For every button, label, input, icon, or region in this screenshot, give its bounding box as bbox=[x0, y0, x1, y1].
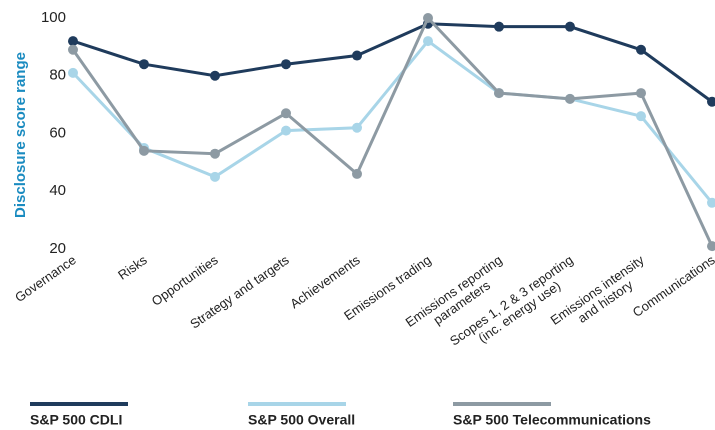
point bbox=[707, 241, 715, 252]
point bbox=[352, 168, 362, 179]
legend-label: S&P 500 Telecommunications bbox=[453, 412, 651, 428]
point bbox=[423, 13, 433, 23]
point bbox=[352, 50, 362, 61]
point bbox=[494, 21, 504, 32]
y-tick-label: 80 bbox=[49, 67, 66, 84]
y-tick-label: 20 bbox=[49, 240, 66, 257]
point bbox=[68, 44, 78, 55]
point bbox=[281, 125, 291, 136]
legend-label: S&P 500 Overall bbox=[248, 412, 355, 428]
x-tick-label: Risks bbox=[115, 252, 150, 283]
series-line bbox=[71, 15, 714, 247]
point bbox=[210, 171, 220, 182]
point bbox=[636, 111, 646, 122]
point bbox=[281, 108, 291, 119]
point bbox=[139, 59, 149, 70]
point bbox=[707, 96, 715, 107]
x-tick-label-group: Opportunities bbox=[149, 252, 221, 309]
point bbox=[68, 36, 78, 47]
y-axis-title: Disclosure score range bbox=[12, 52, 29, 218]
point bbox=[210, 70, 220, 81]
series-line bbox=[72, 22, 713, 103]
point bbox=[565, 93, 575, 104]
point bbox=[210, 148, 220, 159]
y-tick-label: 100 bbox=[41, 9, 66, 26]
point bbox=[636, 44, 646, 55]
point bbox=[565, 21, 575, 32]
y-tick-label: 60 bbox=[49, 124, 66, 141]
x-tick-label: Governance bbox=[12, 252, 79, 305]
x-tick-label-group: Governance bbox=[12, 252, 79, 305]
x-tick-label: Opportunities bbox=[149, 252, 221, 309]
point bbox=[352, 122, 362, 133]
point bbox=[139, 145, 149, 156]
x-tick-label-group: Risks bbox=[115, 252, 150, 283]
point bbox=[68, 67, 78, 78]
point bbox=[494, 88, 504, 99]
point bbox=[281, 59, 291, 70]
point bbox=[707, 197, 715, 208]
point bbox=[636, 88, 646, 99]
series-line bbox=[71, 39, 714, 204]
point bbox=[423, 36, 433, 47]
legend-label: S&P 500 CDLI bbox=[30, 412, 122, 428]
y-tick-label: 40 bbox=[49, 182, 66, 199]
